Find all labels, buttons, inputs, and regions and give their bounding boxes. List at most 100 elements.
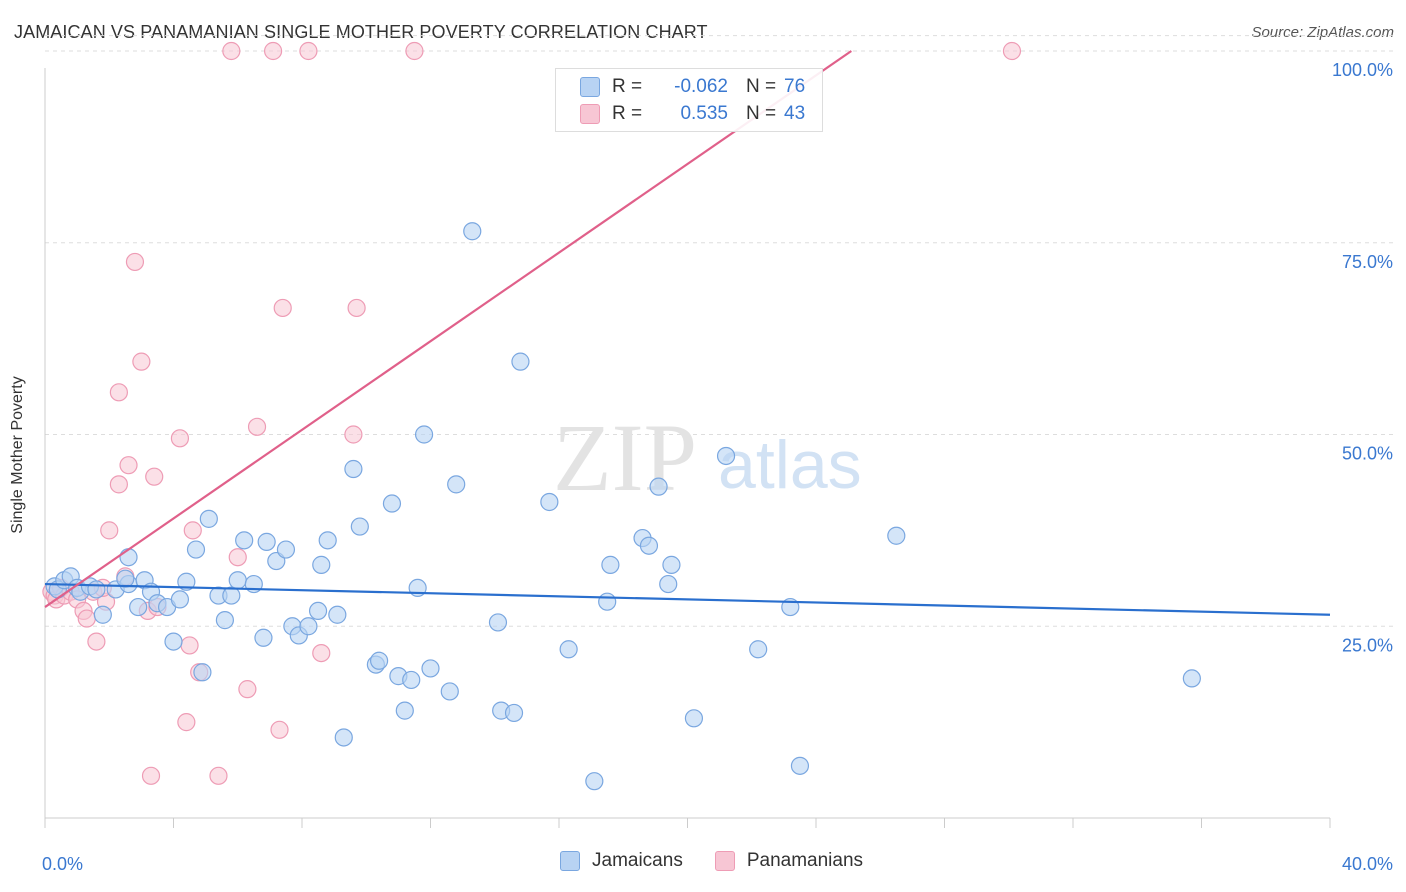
legend-n-label: N = [746,76,777,97]
panamanian-point [177,713,196,732]
panamanian-point [247,417,267,436]
legend-swatch-jamaicans [580,77,600,97]
y-tick-label: 100.0% [1332,60,1393,80]
y-tick-label: 75.0% [1342,252,1393,272]
jamaican-point [87,580,106,599]
legend-swatch-panamanians [580,104,600,124]
jamaican-point [559,640,578,659]
jamaican-point [421,659,440,678]
jamaican-point [308,601,328,621]
legend-r-value: 0.535 [680,103,728,124]
panamanian-point [125,252,145,272]
panamanian-point [312,643,331,663]
jamaican-point [504,703,524,723]
panamanian-point [87,632,106,651]
jamaican-point [312,555,331,574]
jamaican-point [1182,669,1201,688]
jamaican-point [164,632,183,651]
legend-n-value: 76 [784,76,806,97]
jamaican-point [402,670,421,690]
jamaican-point [222,586,241,605]
legend-n-label: N = [746,103,777,124]
jamaican-point [344,459,363,479]
jamaican-point [684,709,704,728]
jamaican-point [649,477,668,496]
jamaican-point [598,592,617,611]
panamanian-point [183,521,202,540]
legend-swatch-jamaicans [560,851,580,871]
jamaican-point [414,425,434,444]
jamaican-point [887,526,906,545]
panamanian-point [77,609,96,628]
panamanian-point [170,429,190,448]
jamaican-point [254,628,273,647]
jamaican-point [790,756,810,775]
jamaican-point [659,574,678,594]
x-tick-label: 40.0% [1342,854,1393,874]
legend-item-jamaicans[interactable]: Jamaicans [560,850,683,872]
panamanian-point [119,456,138,475]
legend-row-jamaicans: R = -0.062 N = 76 [556,73,805,101]
panamanian-point [100,521,119,540]
jamaican-point [116,569,135,588]
panamanians-points [42,41,1022,785]
jamaican-point [186,540,206,559]
y-tick-label: 25.0% [1342,635,1393,655]
jamaicans-points [45,222,1201,791]
legend-label-panamanians: Panamanians [746,850,864,871]
jamaican-point [299,617,318,636]
jamaican-point [129,597,148,617]
jamaican-point [199,509,218,528]
y-axis-label: Single Mother Poverty [9,376,26,534]
jamaican-point [601,555,620,574]
panamanian-point [228,548,247,567]
jamaican-point [193,663,212,682]
panamanian-point [132,352,151,371]
jamaican-point [328,605,347,624]
trend-lines [44,50,1331,616]
jamaican-point [257,532,276,551]
panamanian-point [1002,41,1022,61]
legend-row-panamanians: R = 0.535 N = 43 [556,100,805,128]
jamaican-point [749,640,768,659]
watermark-atlas: atlas [718,427,862,503]
panamanian-point [180,636,199,655]
jamaican-point [585,772,604,791]
axes [44,68,1331,828]
chart-title: JAMAICAN VS PANAMANIAN SINGLE MOTHER POV… [14,22,708,42]
jamaican-point [318,531,337,550]
jamaican-point [170,590,190,609]
jamaican-point [511,352,530,371]
jamaican-point [716,446,736,466]
jamaican-point [488,613,508,632]
legend-r-label: R = [612,103,643,124]
panamanian-point [145,467,164,486]
jamaican-point [228,571,247,590]
jamaican-point [447,475,466,494]
jamaican-point [662,555,681,574]
panamanian-point [222,41,241,61]
panamanian-point [238,680,257,699]
legend-r-value: -0.062 [674,76,728,97]
jamaican-point [334,728,353,747]
y-tick-label: 50.0% [1342,444,1393,464]
legend-swatch-panamanians [714,851,735,871]
source-label: Source: ZipAtlas.com [1251,24,1394,41]
panamanian-point [270,720,289,739]
jamaican-point [215,611,234,630]
tick-labels: 25.0% 50.0% 75.0% 100.0% 0.0% 40.0% [42,60,1393,874]
jamaican-point [440,682,459,701]
panamanian-point [347,298,366,318]
panamanian-point [109,383,128,402]
jamaican-point [540,492,559,512]
panamanian-point [263,41,283,61]
legend-item-panamanians[interactable]: Panamanians [714,850,864,872]
panamanian-point [405,41,424,61]
panamanian-point [273,298,292,318]
panamanian-point [109,475,128,494]
jamaican-point [350,517,369,536]
jamaican-point [463,222,482,241]
legend-label-jamaicans: Jamaicans [592,850,683,871]
series-legend: Jamaicans Panamanians [560,850,895,872]
